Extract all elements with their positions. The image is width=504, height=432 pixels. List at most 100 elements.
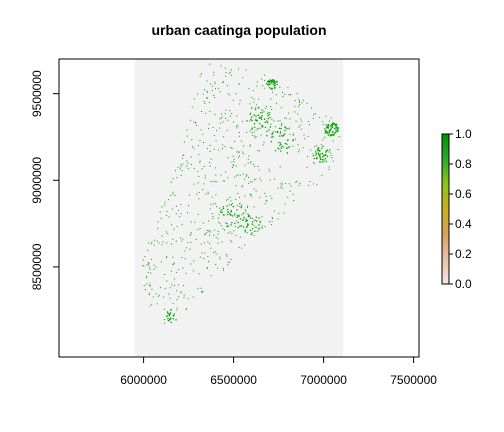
- population-point: [213, 95, 215, 96]
- population-point: [240, 206, 242, 209]
- population-point: [153, 264, 155, 266]
- population-point: [253, 98, 255, 100]
- population-point: [331, 126, 334, 128]
- population-point: [150, 243, 152, 245]
- population-point: [185, 272, 187, 274]
- population-point: [206, 80, 208, 82]
- population-point: [227, 208, 229, 211]
- population-point: [233, 158, 235, 160]
- population-point: [258, 107, 260, 109]
- population-point: [219, 258, 221, 260]
- population-point: [319, 154, 321, 156]
- population-point: [225, 75, 227, 77]
- population-point: [169, 312, 172, 314]
- population-point: [142, 259, 144, 261]
- population-point: [246, 174, 248, 176]
- population-point: [263, 87, 265, 89]
- population-point: [225, 117, 227, 119]
- population-point: [245, 175, 247, 177]
- population-point: [236, 215, 239, 217]
- population-point: [238, 214, 240, 216]
- population-point: [238, 151, 240, 153]
- population-point: [165, 215, 167, 216]
- population-point: [270, 141, 272, 143]
- population-point: [323, 154, 325, 156]
- population-point: [220, 211, 222, 213]
- population-point: [264, 126, 267, 129]
- population-point: [303, 134, 305, 136]
- population-point: [276, 131, 279, 134]
- population-point: [276, 103, 277, 105]
- population-point: [216, 206, 217, 208]
- population-point: [327, 124, 330, 126]
- population-point: [209, 101, 210, 103]
- population-point: [207, 148, 208, 150]
- population-point: [214, 81, 216, 83]
- population-point: [298, 98, 300, 100]
- population-point: [151, 241, 153, 243]
- population-point: [317, 150, 320, 152]
- population-point: [168, 199, 170, 201]
- population-point: [269, 195, 271, 197]
- population-point: [207, 191, 209, 193]
- population-point: [238, 83, 240, 85]
- population-points: [142, 63, 340, 324]
- population-point: [255, 226, 257, 228]
- population-point: [204, 234, 206, 236]
- population-point: [255, 115, 257, 117]
- population-point: [250, 112, 252, 114]
- population-point: [231, 166, 233, 168]
- population-point: [317, 148, 319, 150]
- population-point: [214, 167, 216, 169]
- population-point: [176, 290, 178, 292]
- population-point: [256, 81, 258, 83]
- population-point: [277, 147, 279, 149]
- population-point: [231, 222, 233, 224]
- y-tick-label: 9000000: [30, 157, 44, 204]
- population-point: [318, 154, 320, 157]
- population-point: [334, 127, 336, 130]
- population-point: [197, 213, 199, 215]
- population-point: [167, 233, 169, 235]
- population-point: [184, 258, 186, 260]
- population-point: [259, 220, 261, 223]
- population-point: [252, 228, 254, 230]
- population-point: [186, 165, 188, 167]
- population-point: [298, 105, 300, 107]
- population-point: [327, 123, 330, 126]
- population-point: [285, 143, 287, 145]
- population-point: [329, 149, 331, 151]
- population-point: [292, 145, 294, 147]
- population-point: [306, 102, 308, 104]
- population-point: [300, 128, 302, 130]
- population-point: [229, 94, 231, 96]
- population-point: [202, 222, 204, 224]
- population-point: [273, 81, 275, 83]
- population-point: [237, 221, 239, 224]
- population-point: [207, 230, 209, 231]
- population-point: [232, 99, 234, 101]
- population-point: [166, 315, 168, 318]
- population-point: [273, 120, 275, 122]
- population-point: [273, 79, 275, 81]
- population-point: [247, 158, 249, 160]
- population-point: [286, 153, 288, 155]
- population-point: [253, 188, 255, 190]
- population-point: [236, 151, 238, 153]
- population-point: [230, 74, 232, 76]
- population-point: [278, 142, 280, 143]
- population-point: [280, 147, 282, 149]
- population-point: [199, 140, 201, 142]
- population-point: [271, 136, 273, 138]
- population-point: [217, 217, 219, 219]
- population-point: [258, 169, 260, 171]
- population-point: [294, 100, 296, 102]
- population-point: [327, 132, 329, 134]
- population-point: [166, 242, 168, 244]
- population-point: [260, 134, 262, 136]
- population-point: [224, 229, 225, 231]
- legend-tick-label: 1.0: [455, 127, 472, 141]
- population-point: [280, 182, 282, 184]
- population-point: [178, 269, 180, 271]
- population-point: [176, 309, 178, 311]
